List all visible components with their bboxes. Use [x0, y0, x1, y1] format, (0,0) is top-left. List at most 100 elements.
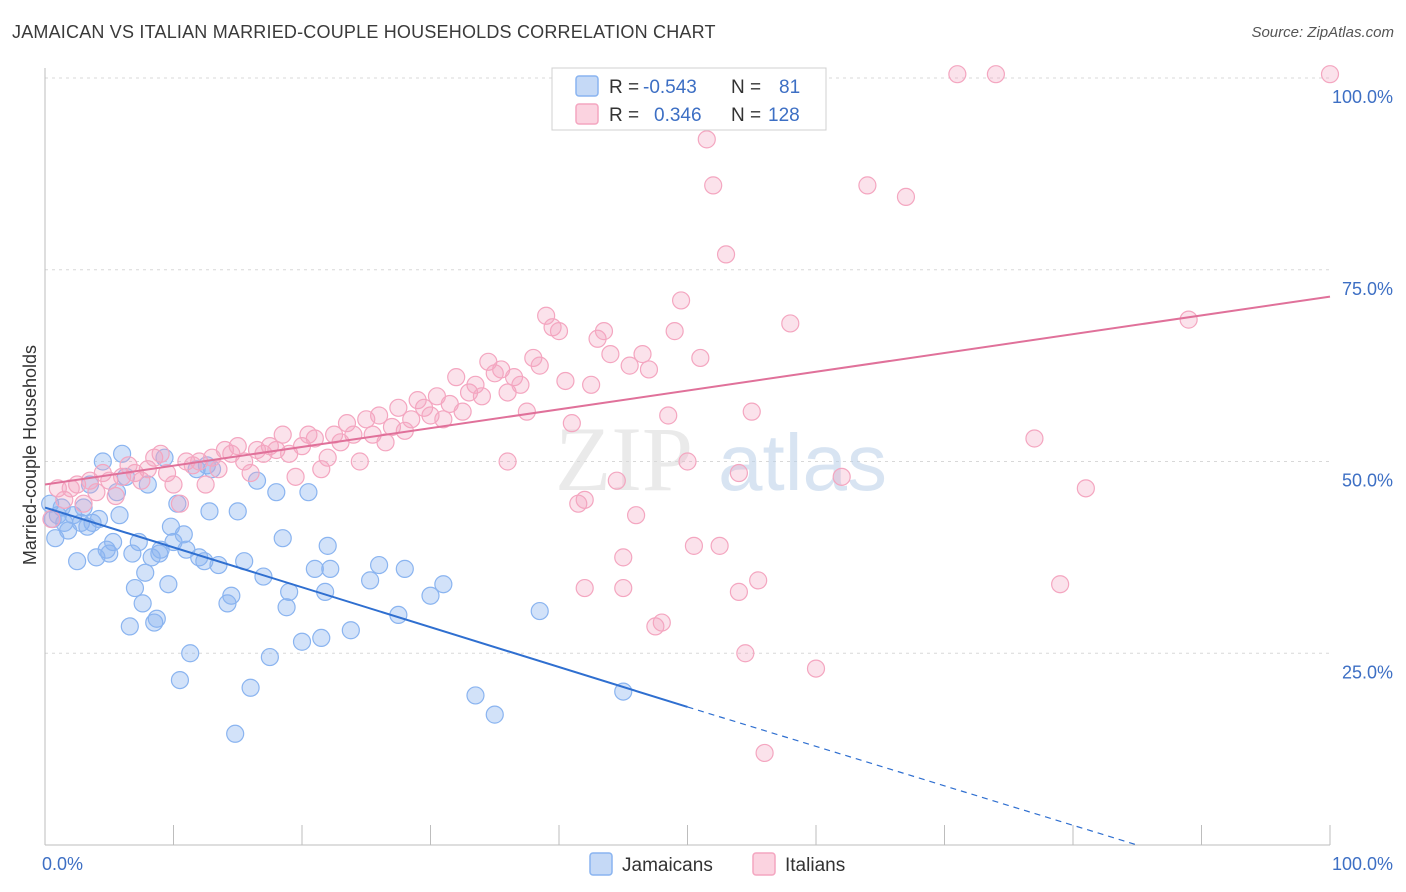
- jamaican-point-42: [174, 525, 193, 544]
- jamaican-point-79: [466, 686, 485, 705]
- jamaican-point-37: [159, 575, 178, 594]
- italian-point-88: [607, 471, 626, 490]
- italian-point-112: [806, 659, 826, 678]
- italian-point-111: [781, 314, 800, 333]
- italian-point-17: [151, 444, 170, 463]
- legend-bottom-label-italians: Italians: [785, 855, 845, 876]
- italian-point-124: [498, 452, 517, 471]
- italian-point-10: [106, 486, 125, 506]
- italian-point-109: [749, 571, 768, 590]
- jamaican-trend-line: [44, 506, 688, 708]
- italian-point-41: [305, 429, 324, 448]
- legend-swatch-jamaicans: [575, 75, 599, 97]
- italian-point-106: [729, 582, 749, 601]
- italian-point-51: [370, 406, 389, 425]
- italian-point-46: [337, 414, 357, 433]
- y-tick-label-1: 50.0%: [1342, 471, 1393, 491]
- trend-layer: [44, 295, 1331, 846]
- jamaican-point-73: [361, 571, 380, 590]
- jamaican-point-21: [110, 506, 129, 525]
- axis-layer: [44, 68, 1331, 846]
- italian-point-81: [562, 414, 581, 433]
- jamaican-point-28: [133, 594, 152, 613]
- legend-r-value-2: 0.346: [654, 105, 702, 126]
- jamaican-point-49: [200, 502, 219, 521]
- italian-point-89: [614, 548, 633, 567]
- x-tick-label-right: 100.0%: [1332, 854, 1393, 874]
- y-tick-label-3: 100.0%: [1332, 87, 1393, 107]
- italian-point-105: [716, 245, 736, 264]
- series-legend: Jamaicans Italians: [589, 852, 845, 876]
- jamaican-trend-extension: [687, 706, 1138, 846]
- italian-point-107: [736, 644, 755, 663]
- italian-point-108: [742, 402, 761, 421]
- italian-point-31: [241, 463, 260, 483]
- italian-point-84: [582, 375, 601, 394]
- italian-point-114: [896, 187, 916, 206]
- italian-point-92: [633, 345, 652, 364]
- italian-point-0: [42, 509, 61, 529]
- jamaican-point-74: [370, 555, 389, 575]
- italian-point-18: [157, 463, 177, 483]
- italian-point-121: [1320, 65, 1340, 84]
- italian-point-79: [549, 322, 569, 341]
- italian-point-83: [575, 490, 594, 509]
- jamaican-point-78: [434, 575, 453, 594]
- jamaican-point-66: [299, 483, 318, 502]
- italian-point-110: [755, 743, 774, 763]
- jamaican-point-75: [395, 559, 414, 578]
- stats-legend: R = -0.543 N = 81 R = 0.346 N = 128: [551, 67, 827, 131]
- jamaican-point-26: [125, 578, 145, 598]
- legend-r-label-1: R =: [609, 77, 639, 98]
- italian-point-77: [537, 306, 556, 325]
- italian-point-116: [986, 65, 1006, 84]
- y-axis-title: Married-couple Households: [20, 345, 40, 565]
- italian-point-38: [286, 467, 305, 486]
- legend-r-label-2: R =: [609, 105, 639, 126]
- italian-point-80: [556, 371, 575, 391]
- jamaican-point-72: [341, 621, 360, 640]
- italian-point-113: [858, 176, 877, 195]
- italian-point-20: [170, 494, 190, 513]
- jamaican-point-65: [292, 632, 312, 651]
- italian-point-118: [1051, 575, 1070, 594]
- italian-point-54: [389, 398, 408, 417]
- jamaican-point-70: [318, 536, 337, 555]
- chart-source: Source: ZipAtlas.com: [1251, 24, 1394, 41]
- jamaican-point-60: [260, 647, 279, 667]
- jamaican-point-19: [104, 532, 123, 552]
- italian-point-100: [684, 536, 704, 555]
- italian-point-56: [402, 410, 421, 429]
- italian-point-115: [948, 65, 967, 84]
- italian-point-99: [678, 452, 697, 471]
- italian-point-5: [74, 494, 93, 513]
- jamaican-point-44: [181, 644, 200, 663]
- italian-point-103: [704, 176, 723, 195]
- italian-point-66: [466, 375, 485, 394]
- jamaican-point-61: [267, 483, 286, 502]
- grid-layer: 25.0% 50.0% 75.0% 100.0%: [45, 77, 1393, 682]
- italian-point-48: [350, 452, 369, 471]
- italian-point-7: [87, 483, 106, 502]
- italian-point-42: [312, 460, 331, 479]
- italian-point-125: [729, 463, 749, 483]
- italian-point-24: [196, 475, 215, 494]
- italian-point-90: [620, 356, 639, 375]
- italian-point-123: [614, 578, 633, 598]
- watermark-atlas: atlas: [718, 418, 887, 507]
- italian-point-2: [55, 490, 74, 509]
- jamaican-point-18: [100, 544, 119, 563]
- italian-point-104: [710, 536, 729, 555]
- italian-point-87: [601, 345, 620, 364]
- jamaican-point-63: [277, 598, 296, 617]
- italian-point-36: [273, 425, 292, 444]
- jamaican-point-55: [228, 502, 247, 521]
- legend-n-label-2: N =: [731, 105, 761, 126]
- jamaican-point-33: [147, 609, 166, 628]
- jamaican-point-59: [254, 567, 273, 586]
- jamaican-point-81: [530, 601, 549, 621]
- italian-point-76: [530, 356, 549, 375]
- italian-point-126: [832, 467, 851, 486]
- italian-point-86: [594, 322, 614, 341]
